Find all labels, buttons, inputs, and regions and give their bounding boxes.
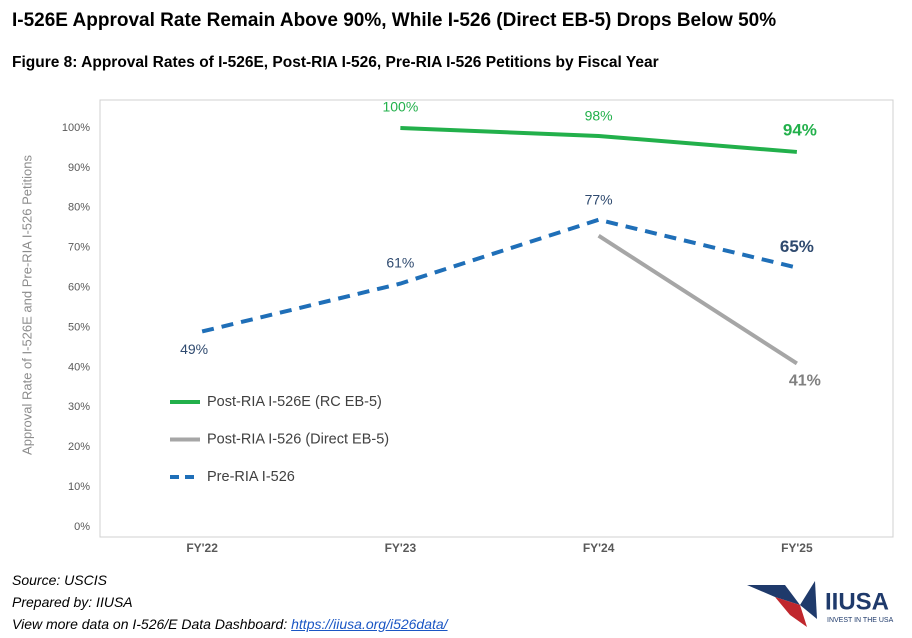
data-label: 49% <box>180 341 208 357</box>
legend-label: Pre-RIA I-526 <box>207 469 295 485</box>
y-tick-label: 90% <box>68 162 90 174</box>
dashboard-line: View more data on I-526/E Data Dashboard… <box>12 616 448 632</box>
logo-shape <box>800 581 817 619</box>
y-tick-label: 70% <box>68 242 90 254</box>
logo-name: IIUSA <box>825 588 889 615</box>
series-line <box>400 126 798 154</box>
y-tick-label: 0% <box>74 521 90 533</box>
logo-shape <box>747 585 800 605</box>
y-tick-label: 80% <box>68 202 90 214</box>
legend-label: Post-RIA I-526 (Direct EB-5) <box>207 431 389 447</box>
dashboard-text: View more data on I-526/E Data Dashboard… <box>12 616 292 632</box>
logo-shape <box>775 597 807 627</box>
data-label: 98% <box>585 108 613 124</box>
chart: I-526E Approval Rate Remain Above 90%, W… <box>12 10 894 555</box>
source: Source: USCIS <box>12 572 107 588</box>
series-line <box>597 234 798 366</box>
logo: IIUSA INVEST IN THE USA <box>747 581 894 627</box>
data-label: 100% <box>382 99 418 115</box>
chart-title: I-526E Approval Rate Remain Above 90%, W… <box>12 10 776 31</box>
data-label: 77% <box>585 191 613 207</box>
y-tick-label: 30% <box>68 401 90 413</box>
y-tick-label: 60% <box>68 282 90 294</box>
y-tick-label: 50% <box>68 321 90 333</box>
y-tick-label: 20% <box>68 441 90 453</box>
data-label: 94% <box>783 120 817 139</box>
x-tick-label: FY'23 <box>385 541 417 555</box>
x-tick-label: FY'22 <box>186 541 218 555</box>
prepared-by: Prepared by: IIUSA <box>12 594 133 610</box>
logo-tagline: INVEST IN THE USA <box>827 617 894 624</box>
plot-frame <box>99 99 894 538</box>
series-line <box>201 217 798 334</box>
y-tick-label: 40% <box>68 361 90 373</box>
y-axis-title: Approval Rate of I-526E and Pre-RIA I-52… <box>19 155 34 455</box>
y-tick-label: 10% <box>68 481 90 493</box>
dashboard-link[interactable]: https://iiusa.org/i526data/ <box>291 616 448 632</box>
x-tick-label: FY'25 <box>781 541 813 555</box>
y-tick-label: 100% <box>62 122 90 134</box>
data-label: 65% <box>780 237 814 256</box>
data-label: 61% <box>386 254 414 270</box>
x-tick-label: FY'24 <box>583 541 615 555</box>
chart-subtitle: Figure 8: Approval Rates of I-526E, Post… <box>12 54 659 71</box>
legend-label: Post-RIA I-526E (RC EB-5) <box>207 394 382 410</box>
data-label: 41% <box>789 373 821 390</box>
